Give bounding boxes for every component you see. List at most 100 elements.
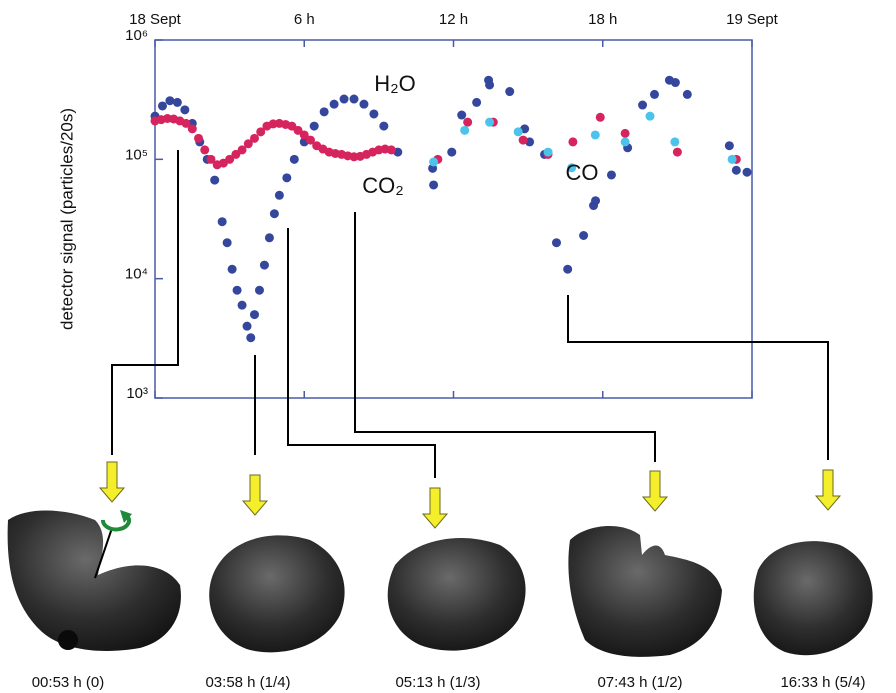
snapshot-caption: 03:58 h (1/4) xyxy=(205,674,290,691)
data-point xyxy=(250,310,259,320)
data-point xyxy=(518,135,528,145)
data-point xyxy=(649,89,659,99)
data-point xyxy=(472,97,482,107)
data-point xyxy=(447,147,457,157)
data-point xyxy=(620,128,630,138)
data-point xyxy=(485,117,495,127)
rotation-arrowhead xyxy=(120,510,132,523)
data-point xyxy=(485,80,495,90)
data-point xyxy=(742,167,752,177)
y-tick-label: 10³ xyxy=(126,385,148,402)
data-point xyxy=(250,133,259,143)
x-tick-label: 12 h xyxy=(439,11,468,28)
comet xyxy=(568,525,722,657)
data-point xyxy=(227,264,237,274)
data-point xyxy=(606,170,616,180)
data-point xyxy=(274,190,284,200)
data-point xyxy=(319,107,329,117)
data-point xyxy=(299,130,309,140)
data-point xyxy=(225,154,235,164)
y-tick-label: 10⁵ xyxy=(125,146,148,163)
data-point xyxy=(463,117,473,127)
connector xyxy=(287,228,436,478)
data-point xyxy=(305,135,315,145)
data-point xyxy=(329,99,339,109)
connector xyxy=(111,150,179,455)
data-point xyxy=(670,78,680,88)
data-point xyxy=(210,175,220,185)
data-point xyxy=(157,101,167,111)
data-point xyxy=(237,300,247,310)
data-point xyxy=(187,124,197,134)
data-point xyxy=(264,233,274,243)
arrow xyxy=(421,487,449,529)
data-point xyxy=(543,147,553,157)
snapshot-caption: 05:13 h (1/3) xyxy=(395,674,480,691)
data-point xyxy=(670,137,680,147)
series-label: CO₂ xyxy=(362,173,404,198)
data-point xyxy=(222,238,232,248)
data-point xyxy=(595,112,605,122)
data-point xyxy=(724,141,734,151)
data-point xyxy=(282,173,292,183)
data-point xyxy=(217,217,227,227)
data-point xyxy=(293,125,303,135)
data-point xyxy=(180,105,190,115)
data-point xyxy=(579,231,589,241)
x-tick-label: 6 h xyxy=(294,11,315,28)
data-point xyxy=(682,89,692,99)
data-point xyxy=(513,127,523,137)
data-point xyxy=(256,127,266,137)
comet xyxy=(387,537,526,651)
data-point xyxy=(369,109,379,119)
data-point xyxy=(568,137,578,147)
data-point xyxy=(237,145,247,155)
data-point xyxy=(309,121,319,131)
connector xyxy=(354,212,656,462)
data-point xyxy=(289,154,299,164)
connectors xyxy=(111,150,829,478)
data-point xyxy=(206,154,216,164)
data-point xyxy=(181,118,191,128)
data-point xyxy=(194,133,204,143)
data-point xyxy=(672,147,682,157)
data-point xyxy=(460,125,470,135)
data-point xyxy=(567,163,577,173)
comet xyxy=(753,541,873,656)
data-point xyxy=(645,111,655,121)
data-point xyxy=(429,157,439,167)
arrow xyxy=(641,470,669,512)
snapshot-caption: 07:43 h (1/2) xyxy=(597,674,682,691)
data-point xyxy=(505,87,515,97)
data-point xyxy=(563,264,573,274)
plot-frame xyxy=(154,39,753,399)
comet-images xyxy=(7,510,873,657)
data-point xyxy=(731,165,741,175)
comet xyxy=(209,535,345,653)
data-point xyxy=(339,94,349,104)
data-point xyxy=(200,145,210,155)
y-tick-label: 10⁴ xyxy=(125,266,148,283)
data-point xyxy=(242,321,252,331)
data-point xyxy=(165,96,175,106)
data-point xyxy=(591,196,601,206)
snapshot-caption: 00:53 h (0) xyxy=(32,674,105,691)
x-tick-label: 18 h xyxy=(588,11,617,28)
data-point xyxy=(429,180,439,190)
data-point xyxy=(243,139,253,149)
data-point xyxy=(379,121,389,131)
data-point xyxy=(727,154,737,164)
data-point xyxy=(359,99,369,109)
y-axis-label: detector signal (particles/20s) xyxy=(57,108,76,330)
series-label: H₂O xyxy=(374,71,416,96)
data-point xyxy=(638,100,648,110)
comet xyxy=(7,510,181,651)
data-point xyxy=(172,97,182,107)
data-point xyxy=(254,285,264,295)
x-tick-label: 18 Sept xyxy=(129,11,182,28)
data-point xyxy=(590,130,600,140)
series-label: CO xyxy=(566,160,599,185)
data-point xyxy=(259,260,269,270)
rotation-axis xyxy=(94,527,113,579)
